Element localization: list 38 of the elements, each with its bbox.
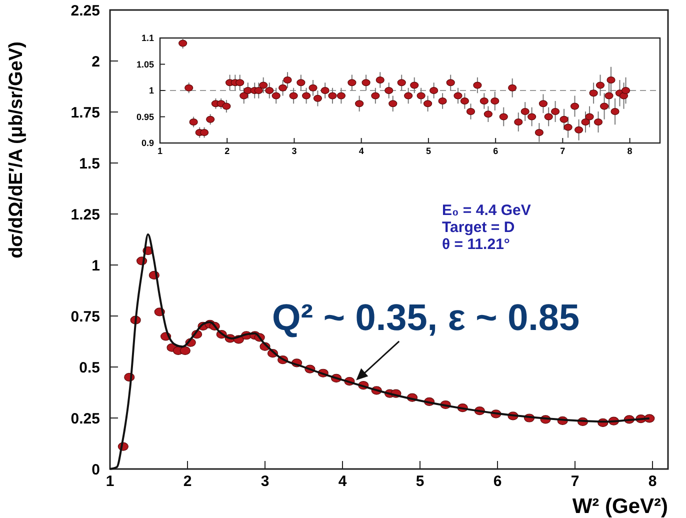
x-tick-label: 8 (627, 146, 632, 156)
y-tick-label: 1.05 (136, 59, 154, 70)
y-tick-label: 1.25 (70, 206, 100, 224)
y-tick-label: 1 (148, 86, 154, 96)
annotation: E₀ = 4.4 GeV (442, 202, 531, 219)
x-tick-label: 4 (338, 473, 348, 490)
y-tick-label: 1.1 (141, 33, 154, 44)
y-tick-label: 2 (92, 53, 100, 70)
x-tick-label: 5 (416, 473, 424, 490)
y-tick-label: 2.25 (70, 2, 100, 20)
y-tick-label: 1 (92, 257, 100, 274)
x-tick-label: 6 (493, 473, 502, 490)
y-tick-label: 0.75 (70, 308, 100, 326)
x-tick-label: 5 (426, 146, 431, 156)
x-tick-label: 2 (224, 146, 230, 156)
x-tick-label: 1 (106, 473, 114, 490)
y-tick-label: 1.5 (79, 155, 100, 172)
annotation: Q² ~ 0.35, ε ~ 0.85 (272, 297, 580, 338)
annotation: θ = 11.21° (442, 236, 510, 253)
x-tick-label: 8 (648, 473, 657, 490)
y-tick-label: 0.9 (141, 138, 154, 148)
y-tick-label: 0.95 (136, 112, 154, 122)
point (180, 346, 190, 355)
x-axis-title: W² (GeV²) (572, 495, 668, 518)
x-tick-label: 4 (358, 146, 364, 156)
x-tick-label: 1 (157, 146, 163, 156)
x-tick-label: 7 (570, 473, 580, 490)
x-tick-label: 2 (183, 473, 192, 490)
y-tick-label: 0.25 (70, 410, 100, 428)
y-tick-label: 0.5 (79, 359, 100, 376)
x-tick-label: 3 (260, 473, 270, 490)
x-tick-label: 6 (493, 146, 498, 156)
y-tick-label: 1.75 (70, 104, 100, 122)
x-tick-label: 7 (560, 146, 566, 156)
annotation: Target = D (442, 219, 515, 236)
x-tick-label: 3 (292, 146, 297, 156)
y-tick-label: 0 (92, 461, 100, 478)
y-axis-title: dσ/dΩ/dE′/A (μb/sr/GeV) (6, 42, 27, 258)
